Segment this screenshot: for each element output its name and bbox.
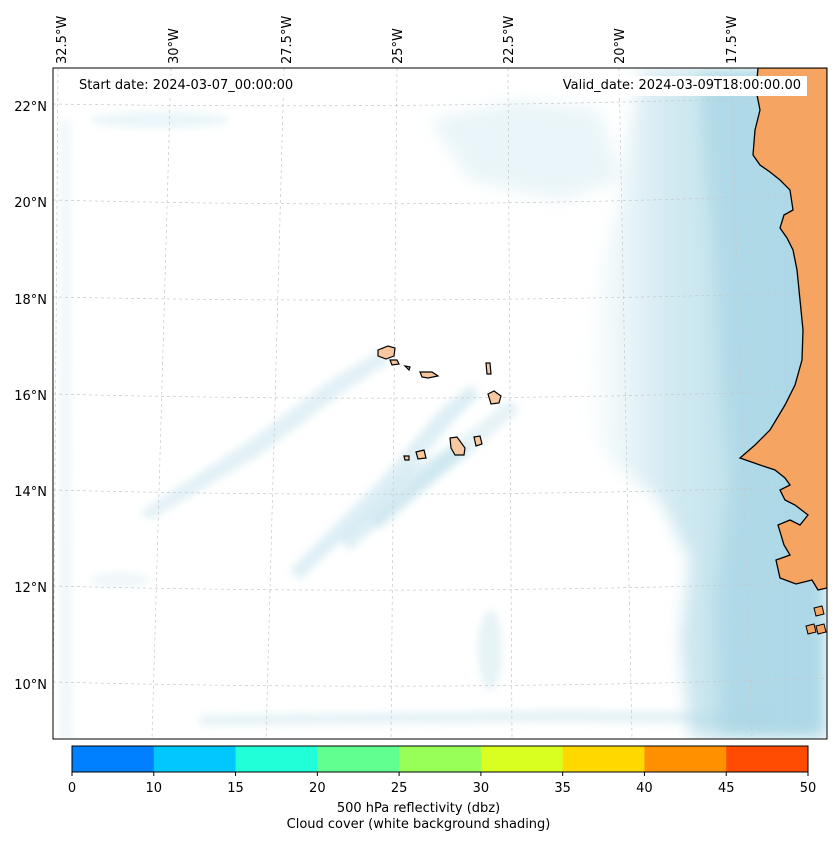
colorbar-segment — [235, 746, 318, 772]
mainland-africa — [738, 68, 827, 591]
gridlines — [53, 68, 827, 739]
lat-label: 16°N — [14, 389, 47, 404]
lat-label: 12°N — [14, 581, 47, 596]
lon-label: 20°W — [613, 28, 628, 64]
lat-label: 22°N — [14, 100, 47, 115]
longitude-labels: 32.5°W 30°W 27.5°W 25°W 22.5°W 20°W 17.5… — [55, 16, 740, 64]
bissagos-islands — [805, 605, 827, 635]
lat-label: 20°N — [14, 196, 47, 211]
colorbar-segment — [480, 746, 564, 772]
colorbar-segment — [726, 746, 809, 772]
colorbar-tick-label: 15 — [227, 781, 244, 796]
colorbar-segment — [562, 746, 645, 772]
colorbar-segment — [72, 746, 155, 772]
colorbar-title: 500 hPa reflectivity (dbz) Cloud cover (… — [0, 801, 837, 833]
lon-label: 27.5°W — [280, 16, 295, 64]
colorbar-segment — [644, 746, 727, 772]
lon-label: 32.5°W — [55, 16, 70, 64]
colorbar-tick-label: 35 — [554, 781, 571, 796]
colorbar-ticks: 0 10 15 20 25 30 35 40 45 50 — [68, 772, 816, 796]
cloud-streaks — [60, 112, 770, 739]
colorbar-frame — [71, 745, 809, 773]
lon-label: 30°W — [167, 28, 182, 64]
colorbar — [71, 745, 809, 773]
colorbar-tick-label: 45 — [718, 781, 735, 796]
colorbar-tick-label: 40 — [636, 781, 653, 796]
colorbar-tick-label: 30 — [473, 781, 490, 796]
latitude-labels: 22°N 20°N 18°N 16°N 14°N 12°N 10°N — [14, 100, 47, 693]
cape-verde-islands — [377, 345, 502, 461]
colorbar-segment — [399, 746, 482, 772]
colorbar-tick-label: 10 — [146, 781, 163, 796]
colorbar-segment — [317, 746, 400, 772]
lat-label: 10°N — [14, 678, 47, 693]
colorbar-label-cloud: Cloud cover (white background shading) — [286, 817, 551, 832]
map-content — [53, 68, 827, 739]
lon-label: 22.5°W — [502, 16, 517, 64]
map-frame — [52, 67, 828, 740]
lat-label: 18°N — [14, 293, 47, 308]
colorbar-label-reflectivity: 500 hPa reflectivity (dbz) — [336, 801, 501, 816]
colorbar-tick-label: 20 — [309, 781, 326, 796]
colorbar-tick-label: 25 — [391, 781, 408, 796]
colorbar-tick-label: 0 — [68, 781, 76, 796]
lon-label: 17.5°W — [725, 16, 740, 64]
colorbar-segment — [153, 746, 237, 772]
valid-date-label: Valid_date: 2024-03-09T18:00:00.00 — [556, 76, 807, 96]
lon-label: 25°W — [391, 28, 406, 64]
lat-label: 14°N — [14, 485, 47, 500]
start-date-label: Start date: 2024-03-07_00:00:00 — [73, 76, 300, 96]
colorbar-tick-label: 50 — [800, 781, 817, 796]
